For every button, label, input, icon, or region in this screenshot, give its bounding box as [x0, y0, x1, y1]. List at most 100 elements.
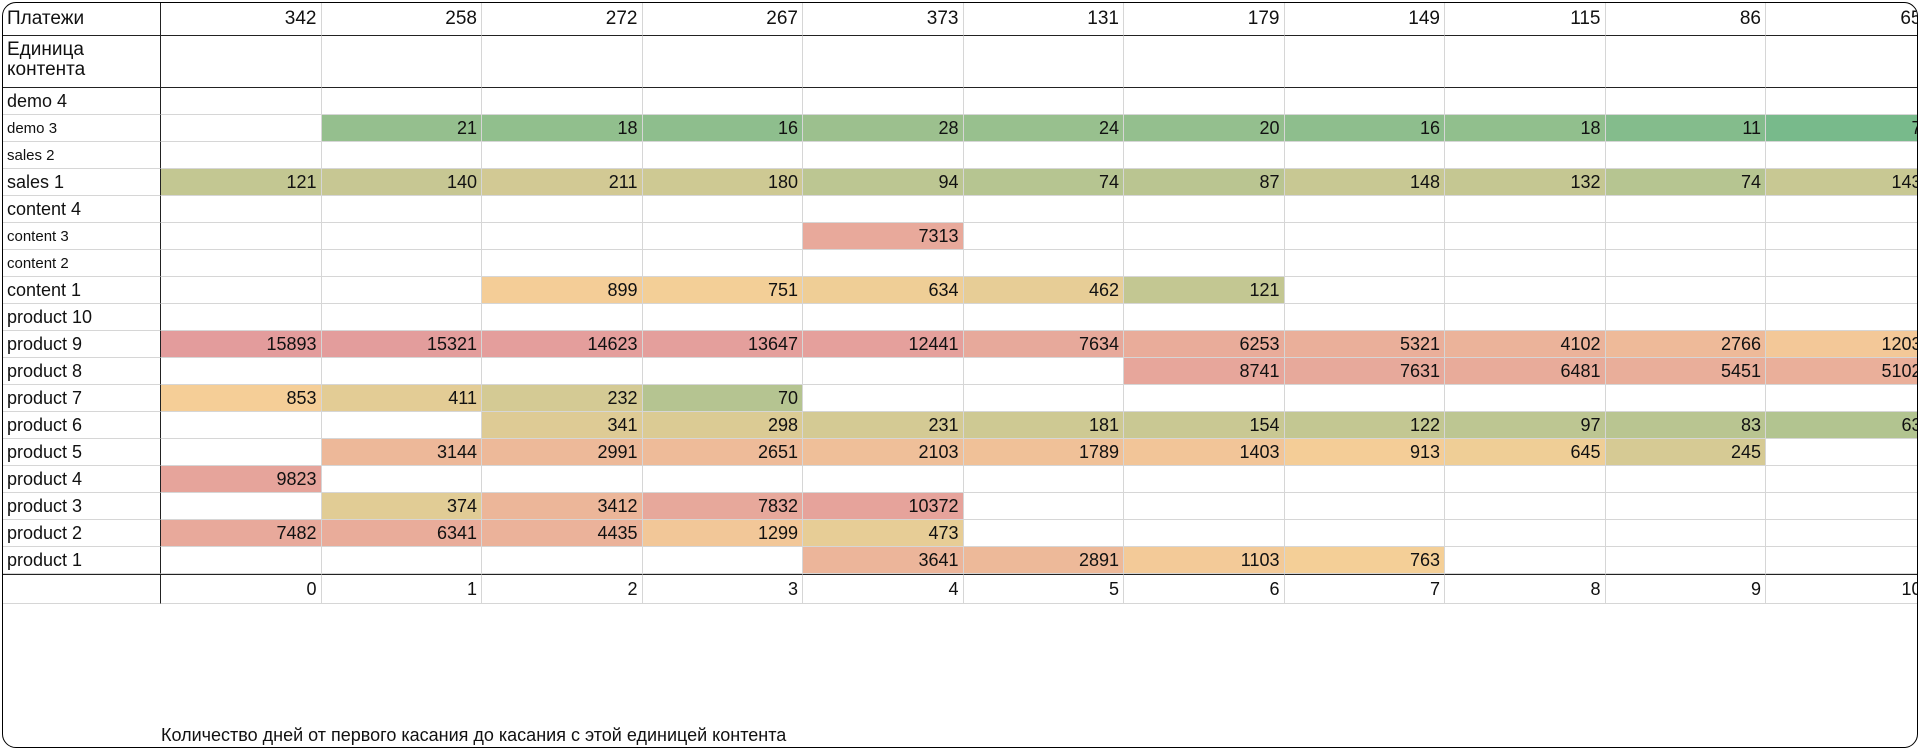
cell-product-10-day-10[interactable]	[1766, 304, 1917, 331]
cell-product-5-day-5[interactable]: 1789	[963, 439, 1124, 466]
payments-cell-4[interactable]: 373	[803, 3, 964, 36]
cell-content-1-day-2[interactable]: 899	[482, 277, 643, 304]
cell-demo-3-day-4[interactable]: 28	[803, 115, 964, 142]
cell-demo-4-day-7[interactable]	[1284, 88, 1445, 115]
cell-demo-3-day-5[interactable]: 24	[963, 115, 1124, 142]
cell-sales-1-day-5[interactable]: 74	[963, 169, 1124, 196]
unit-empty-cell-5[interactable]	[963, 36, 1124, 88]
cell-demo-3-day-2[interactable]: 18	[482, 115, 643, 142]
cell-product-4-day-10[interactable]	[1766, 466, 1917, 493]
row-label-sales-1[interactable]: sales 1	[3, 169, 161, 196]
cell-product-3-day-6[interactable]	[1124, 493, 1285, 520]
cell-product-4-day-8[interactable]	[1445, 466, 1606, 493]
cell-product-5-day-10[interactable]	[1766, 439, 1917, 466]
row-label-demo-3[interactable]: demo 3	[3, 115, 161, 142]
cell-product-9-day-0[interactable]: 15893	[161, 331, 322, 358]
cell-content-2-day-9[interactable]	[1605, 250, 1766, 277]
cell-demo-4-day-1[interactable]	[321, 88, 482, 115]
cell-product-1-day-2[interactable]	[482, 547, 643, 574]
cell-product-4-day-6[interactable]	[1124, 466, 1285, 493]
cell-demo-3-day-0[interactable]	[161, 115, 322, 142]
cell-sales-1-day-8[interactable]: 132	[1445, 169, 1606, 196]
cell-product-1-day-10[interactable]	[1766, 547, 1917, 574]
cell-product-7-day-0[interactable]: 853	[161, 385, 322, 412]
unit-empty-cell-8[interactable]	[1445, 36, 1606, 88]
cell-product-10-day-9[interactable]	[1605, 304, 1766, 331]
cell-product-2-day-1[interactable]: 6341	[321, 520, 482, 547]
cell-product-1-day-7[interactable]: 763	[1284, 547, 1445, 574]
payments-cell-9[interactable]: 86	[1605, 3, 1766, 36]
cell-product-9-day-7[interactable]: 5321	[1284, 331, 1445, 358]
day-cell-8[interactable]: 8	[1445, 574, 1606, 604]
cell-product-2-day-6[interactable]	[1124, 520, 1285, 547]
cell-product-7-day-8[interactable]	[1445, 385, 1606, 412]
payments-cell-3[interactable]: 267	[642, 3, 803, 36]
cell-product-2-day-10[interactable]	[1766, 520, 1917, 547]
cell-content-4-day-1[interactable]	[321, 196, 482, 223]
cell-content-3-day-4[interactable]: 7313	[803, 223, 964, 250]
cell-content-1-day-5[interactable]: 462	[963, 277, 1124, 304]
cell-content-4-day-3[interactable]	[642, 196, 803, 223]
cell-product-3-day-5[interactable]	[963, 493, 1124, 520]
cell-sales-1-day-3[interactable]: 180	[642, 169, 803, 196]
cell-product-1-day-3[interactable]	[642, 547, 803, 574]
cell-demo-4-day-10[interactable]	[1766, 88, 1917, 115]
header-label-cell[interactable]: Платежи	[3, 3, 161, 36]
cell-product-6-day-0[interactable]	[161, 412, 322, 439]
cell-product-2-day-3[interactable]: 1299	[642, 520, 803, 547]
cell-product-7-day-3[interactable]: 70	[642, 385, 803, 412]
cell-product-7-day-1[interactable]: 411	[321, 385, 482, 412]
cell-product-8-day-9[interactable]: 5451	[1605, 358, 1766, 385]
cell-product-8-day-7[interactable]: 7631	[1284, 358, 1445, 385]
cell-content-3-day-6[interactable]	[1124, 223, 1285, 250]
cell-sales-1-day-0[interactable]: 121	[161, 169, 322, 196]
cell-product-5-day-8[interactable]: 645	[1445, 439, 1606, 466]
cell-product-8-day-6[interactable]: 8741	[1124, 358, 1285, 385]
cell-product-10-day-6[interactable]	[1124, 304, 1285, 331]
cell-product-3-day-10[interactable]	[1766, 493, 1917, 520]
cell-demo-4-day-5[interactable]	[963, 88, 1124, 115]
cell-product-5-day-2[interactable]: 2991	[482, 439, 643, 466]
day-cell-4[interactable]: 4	[803, 574, 964, 604]
cell-content-1-day-7[interactable]	[1284, 277, 1445, 304]
cell-sales-2-day-2[interactable]	[482, 142, 643, 169]
cell-content-4-day-7[interactable]	[1284, 196, 1445, 223]
cell-product-6-day-10[interactable]: 63	[1766, 412, 1917, 439]
cell-product-6-day-3[interactable]: 298	[642, 412, 803, 439]
row-label-product-5[interactable]: product 5	[3, 439, 161, 466]
row-label-content-2[interactable]: content 2	[3, 250, 161, 277]
cell-product-7-day-2[interactable]: 232	[482, 385, 643, 412]
payments-cell-8[interactable]: 115	[1445, 3, 1606, 36]
day-cell-1[interactable]: 1	[321, 574, 482, 604]
cell-demo-4-day-6[interactable]	[1124, 88, 1285, 115]
cell-product-6-day-7[interactable]: 122	[1284, 412, 1445, 439]
day-cell-2[interactable]: 2	[482, 574, 643, 604]
cell-sales-1-day-10[interactable]: 143	[1766, 169, 1917, 196]
day-cell-3[interactable]: 3	[642, 574, 803, 604]
row-label-product-8[interactable]: product 8	[3, 358, 161, 385]
cell-product-3-day-4[interactable]: 10372	[803, 493, 964, 520]
cell-product-1-day-8[interactable]	[1445, 547, 1606, 574]
day-cell-5[interactable]: 5	[963, 574, 1124, 604]
cell-product-9-day-4[interactable]: 12441	[803, 331, 964, 358]
unit-empty-cell-9[interactable]	[1605, 36, 1766, 88]
cell-demo-4-day-8[interactable]	[1445, 88, 1606, 115]
cell-product-3-day-0[interactable]	[161, 493, 322, 520]
cell-sales-2-day-5[interactable]	[963, 142, 1124, 169]
unit-empty-cell-10[interactable]	[1766, 36, 1917, 88]
cell-content-1-day-6[interactable]: 121	[1124, 277, 1285, 304]
cell-content-1-day-9[interactable]	[1605, 277, 1766, 304]
row-label-content-3[interactable]: content 3	[3, 223, 161, 250]
cell-content-2-day-1[interactable]	[321, 250, 482, 277]
cell-demo-3-day-6[interactable]: 20	[1124, 115, 1285, 142]
row-label-content-1[interactable]: content 1	[3, 277, 161, 304]
cell-sales-2-day-0[interactable]	[161, 142, 322, 169]
cell-product-5-day-7[interactable]: 913	[1284, 439, 1445, 466]
cell-product-5-day-0[interactable]	[161, 439, 322, 466]
cell-product-1-day-5[interactable]: 2891	[963, 547, 1124, 574]
cell-product-8-day-3[interactable]	[642, 358, 803, 385]
cell-product-6-day-9[interactable]: 83	[1605, 412, 1766, 439]
cell-product-4-day-0[interactable]: 9823	[161, 466, 322, 493]
cell-product-2-day-9[interactable]	[1605, 520, 1766, 547]
cell-product-6-day-4[interactable]: 231	[803, 412, 964, 439]
